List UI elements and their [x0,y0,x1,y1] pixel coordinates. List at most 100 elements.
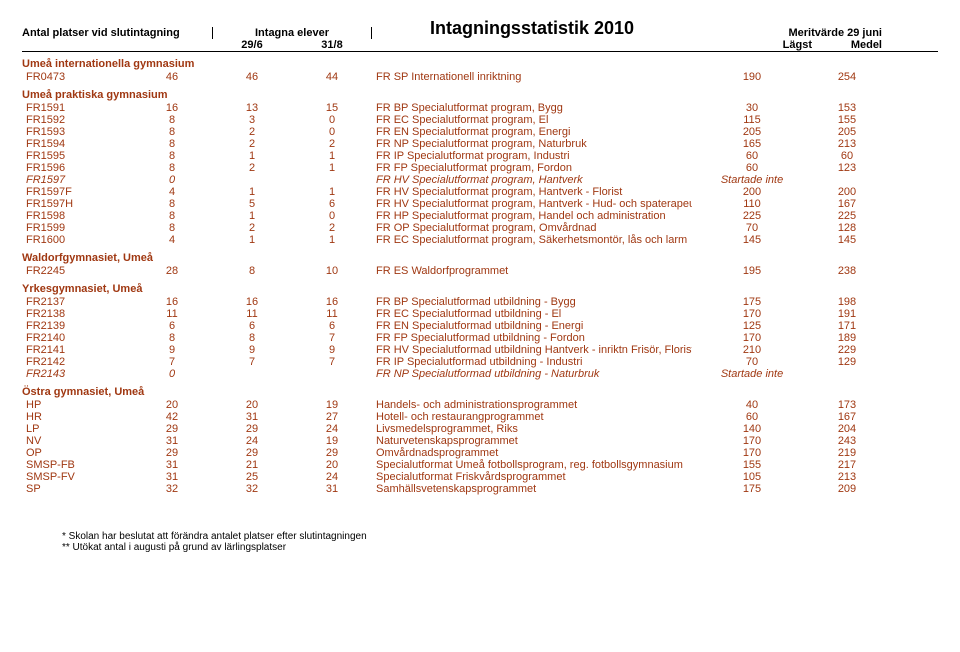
table-row: FR21430FR NP Specialutformad utbildning … [22,368,938,380]
cell-code: NV [22,435,132,447]
cell-medel: 238 [812,265,882,277]
cell-31-8: 1 [292,162,372,174]
cell-platser: 8 [132,198,212,210]
cell-31-8: 24 [292,423,372,435]
cell-29-6: 2 [212,126,292,138]
cell-29-6: 1 [212,234,292,246]
table-row: FR1592830FR EC Specialutformat program, … [22,114,938,126]
table-row: FR1598810FR HP Specialutformat program, … [22,210,938,222]
cell-31-8: 1 [292,234,372,246]
cell-31-8: 0 [292,210,372,222]
cell-platser: 28 [132,265,212,277]
cell-31-8: 2 [292,222,372,234]
cell-29-6: 24 [212,435,292,447]
subheader-lagst: Lägst [692,39,812,51]
cell-31-8: 0 [292,126,372,138]
footnote-1: * Skolan har beslutat att förändra antal… [62,531,938,542]
cell-lagst: Startade inte [692,368,812,380]
cell-medel: 171 [812,320,882,332]
cell-code: FR1592 [22,114,132,126]
cell-31-8: 6 [292,320,372,332]
cell-desc: Specialutformat Friskvårdsprogrammet [372,471,692,483]
cell-29-6: 5 [212,198,292,210]
cell-medel: 200 [812,186,882,198]
footnote-2: ** Utökat antal i augusti på grund av lä… [62,542,938,553]
cell-platser: 46 [132,71,212,83]
cell-code: FR2138 [22,308,132,320]
cell-29-6: 29 [212,423,292,435]
cell-platser: 29 [132,447,212,459]
page-title: Intagningsstatistik 2010 [372,18,692,39]
subheader-31-8: 31/8 [292,39,372,51]
cell-desc: FR IP Specialutformad utbildning - Indus… [372,356,692,368]
cell-29-6: 3 [212,114,292,126]
cell-29-6: 25 [212,471,292,483]
cell-31-8: 2 [292,138,372,150]
cell-31-8: 1 [292,150,372,162]
cell-29-6: 2 [212,162,292,174]
cell-lagst: 30 [692,102,812,114]
cell-code: FR2137 [22,296,132,308]
cell-platser: 31 [132,471,212,483]
cell-code: FR1599 [22,222,132,234]
cell-31-8: 9 [292,344,372,356]
sections-container: Umeå internationella gymnasiumFR04734646… [22,58,938,495]
cell-29-6: 16 [212,296,292,308]
cell-31-8: 19 [292,435,372,447]
table-row: FR224528810FR ES Waldorfprogrammet195238 [22,265,938,277]
cell-31-8: 24 [292,471,372,483]
cell-platser: 8 [132,126,212,138]
cell-medel [812,368,882,380]
cell-29-6: 9 [212,344,292,356]
cell-29-6: 2 [212,222,292,234]
cell-code: FR1595 [22,150,132,162]
cell-code: LP [22,423,132,435]
cell-code: FR2139 [22,320,132,332]
cell-medel: 198 [812,296,882,308]
cell-code: FR1593 [22,126,132,138]
cell-medel: 145 [812,234,882,246]
cell-platser: 0 [132,174,212,186]
cell-lagst: 170 [692,308,812,320]
cell-platser: 16 [132,296,212,308]
cell-lagst: 175 [692,483,812,495]
cell-lagst: 170 [692,435,812,447]
cell-platser: 8 [132,150,212,162]
table-row: SP323231Samhällsvetenskapsprogrammet1752… [22,483,938,495]
cell-platser: 0 [132,368,212,380]
footnotes: * Skolan har beslutat att förändra antal… [22,531,938,553]
cell-medel: 173 [812,399,882,411]
cell-platser: 6 [132,320,212,332]
cell-desc: Omvårdnadsprogrammet [372,447,692,459]
cell-desc: FR EN Specialutformat program, Energi [372,126,692,138]
cell-desc: FR BP Specialutformad utbildning - Bygg [372,296,692,308]
table-row: FR1599822FR OP Specialutformat program, … [22,222,938,234]
section-title: Yrkesgymnasiet, Umeå [22,283,938,295]
cell-platser: 4 [132,234,212,246]
cell-desc: FR NP Specialutformad utbildning - Natur… [372,368,692,380]
table-row: FR2137161616FR BP Specialutformad utbild… [22,296,938,308]
cell-lagst: 145 [692,234,812,246]
cell-desc: Samhällsvetenskapsprogrammet [372,483,692,495]
cell-29-6: 21 [212,459,292,471]
table-row: HP202019Handels- och administrationsprog… [22,399,938,411]
table-row: SMSP-FB312120Specialutformat Umeå fotbol… [22,459,938,471]
cell-platser: 8 [132,210,212,222]
cell-medel: 129 [812,356,882,368]
cell-medel: 123 [812,162,882,174]
cell-lagst: 155 [692,459,812,471]
cell-code: OP [22,447,132,459]
cell-platser: 32 [132,483,212,495]
table-row: FR2140887FR FP Specialutformad utbildnin… [22,332,938,344]
cell-platser: 11 [132,308,212,320]
cell-31-8: 7 [292,332,372,344]
cell-29-6: 7 [212,356,292,368]
cell-desc: FR EN Specialutformad utbildning - Energ… [372,320,692,332]
cell-medel: 155 [812,114,882,126]
table-row: FR1595811FR IP Specialutformat program, … [22,150,938,162]
cell-medel: 254 [812,71,882,83]
cell-medel: 209 [812,483,882,495]
cell-code: FR1597H [22,198,132,210]
cell-medel: 225 [812,210,882,222]
cell-lagst: 125 [692,320,812,332]
